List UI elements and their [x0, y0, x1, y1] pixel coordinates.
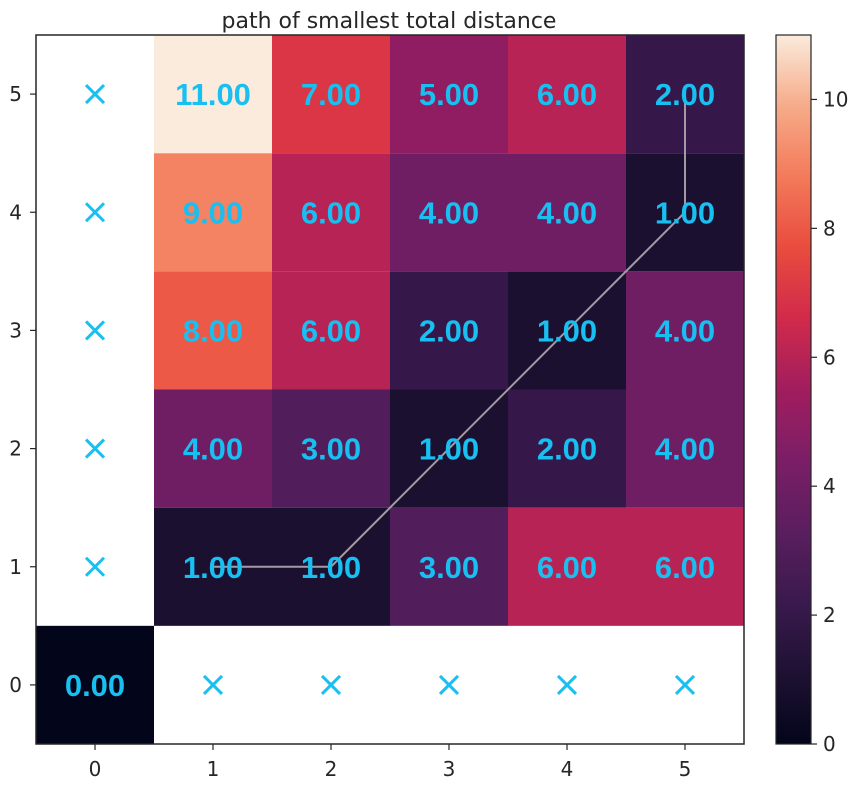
x-axis: 0 1 2 3 4 5	[89, 744, 692, 781]
colorbar-tick-label: 10	[823, 87, 848, 111]
heatmap-cell	[272, 389, 390, 508]
cell-value-label: 6.00	[537, 550, 597, 585]
y-tick-label: 3	[9, 318, 22, 342]
masked-cell-marker	[320, 674, 342, 695]
x-tick-label: 1	[207, 757, 220, 781]
cell-value-label: 5.00	[419, 77, 479, 112]
heatmap-cell	[390, 35, 508, 154]
x-tick-label: 2	[325, 757, 338, 781]
heatmap-cells	[36, 35, 744, 744]
cell-value-label: 4.00	[419, 195, 479, 230]
heatmap-cell	[154, 153, 272, 272]
heatmap-cell	[272, 153, 390, 272]
y-tick-label: 0	[9, 673, 22, 697]
cell-value-label: 4.00	[537, 195, 597, 230]
colorbar-tick-label: 0	[823, 732, 836, 756]
masked-cell-marker	[202, 674, 224, 695]
x-tick-label: 4	[561, 757, 574, 781]
y-tick-label: 2	[9, 437, 22, 461]
colorbar-tick-label: 6	[823, 345, 836, 369]
y-tick-label: 1	[9, 555, 22, 579]
cell-value-label: 1.00	[419, 432, 479, 467]
cell-value-label: 7.00	[301, 77, 361, 112]
heatmap-cell	[154, 271, 272, 390]
cell-value-label: 6.00	[655, 550, 715, 585]
heatmap-cell	[508, 35, 626, 154]
chart-title: path of smallest total distance	[222, 9, 557, 34]
colorbar-axis: 0 2 4 6 8 10	[811, 87, 848, 756]
cell-value-label: 1.00	[655, 195, 715, 230]
colorbar	[775, 34, 812, 745]
path-line	[213, 94, 686, 568]
cell-value-label: 6.00	[301, 313, 361, 348]
cell-value-label: 2.00	[537, 432, 597, 467]
heatmap-cell	[390, 507, 508, 626]
heatmap-cell	[272, 271, 390, 390]
y-tick-label: 4	[9, 200, 22, 224]
x-tick-label: 0	[89, 757, 102, 781]
cell-value-label: 4.00	[655, 432, 715, 467]
cell-value-label: 11.00	[175, 77, 251, 112]
path-overlay	[213, 94, 686, 568]
cell-value-label: 8.00	[183, 313, 243, 348]
cell-value-label: 4.00	[183, 432, 243, 467]
heatmap-cell	[390, 153, 508, 272]
heatmap-cell	[508, 507, 626, 626]
heatmap-cell	[154, 389, 272, 508]
heatmap-cell	[154, 35, 272, 154]
heatmap-cell	[272, 35, 390, 154]
masked-cell-marker	[674, 674, 696, 695]
cell-annotations: 0.00 1.00 1.00 3.00 6.00 6.00 4.00 3.00 1.00 2.00…	[65, 77, 715, 703]
heatmap-cell	[626, 271, 744, 390]
masked-cell-marker	[84, 84, 106, 105]
cell-value-label: 0.00	[65, 668, 125, 703]
heatmap-cell	[626, 507, 744, 626]
cell-value-label: 6.00	[301, 195, 361, 230]
heatmap-cell	[390, 271, 508, 390]
plot-frame	[35, 34, 745, 745]
heatmap-cell	[508, 389, 626, 508]
x-tick-label: 3	[443, 757, 456, 781]
masked-cell-marker	[556, 674, 578, 695]
cell-value-label: 2.00	[655, 77, 715, 112]
cell-value-label: 4.00	[655, 313, 715, 348]
masked-cell-marker	[84, 438, 106, 459]
masked-cell-marker	[84, 202, 106, 223]
heatmap-cell	[626, 389, 744, 508]
colorbar-tick-label: 8	[823, 216, 836, 240]
masked-cell-marker	[438, 674, 460, 695]
masked-cell-marker	[84, 556, 106, 577]
cell-value-label: 1.00	[537, 313, 597, 348]
x-tick-label: 5	[679, 757, 692, 781]
cell-value-label: 1.00	[301, 550, 361, 585]
y-tick-label: 5	[9, 82, 22, 106]
y-axis: 0 1 2 3 4 5	[9, 82, 36, 697]
heatmap-cell	[36, 625, 154, 744]
cell-value-label: 6.00	[537, 77, 597, 112]
cell-value-label: 3.00	[419, 550, 479, 585]
cell-value-label: 9.00	[183, 195, 243, 230]
cell-value-label: 1.00	[183, 550, 243, 585]
colorbar-tick-label: 2	[823, 603, 836, 627]
masked-cell-marker	[84, 320, 106, 341]
colorbar-tick-label: 4	[823, 474, 836, 498]
heatmap-cell	[508, 153, 626, 272]
cell-value-label: 3.00	[301, 432, 361, 467]
cell-value-label: 2.00	[419, 313, 479, 348]
